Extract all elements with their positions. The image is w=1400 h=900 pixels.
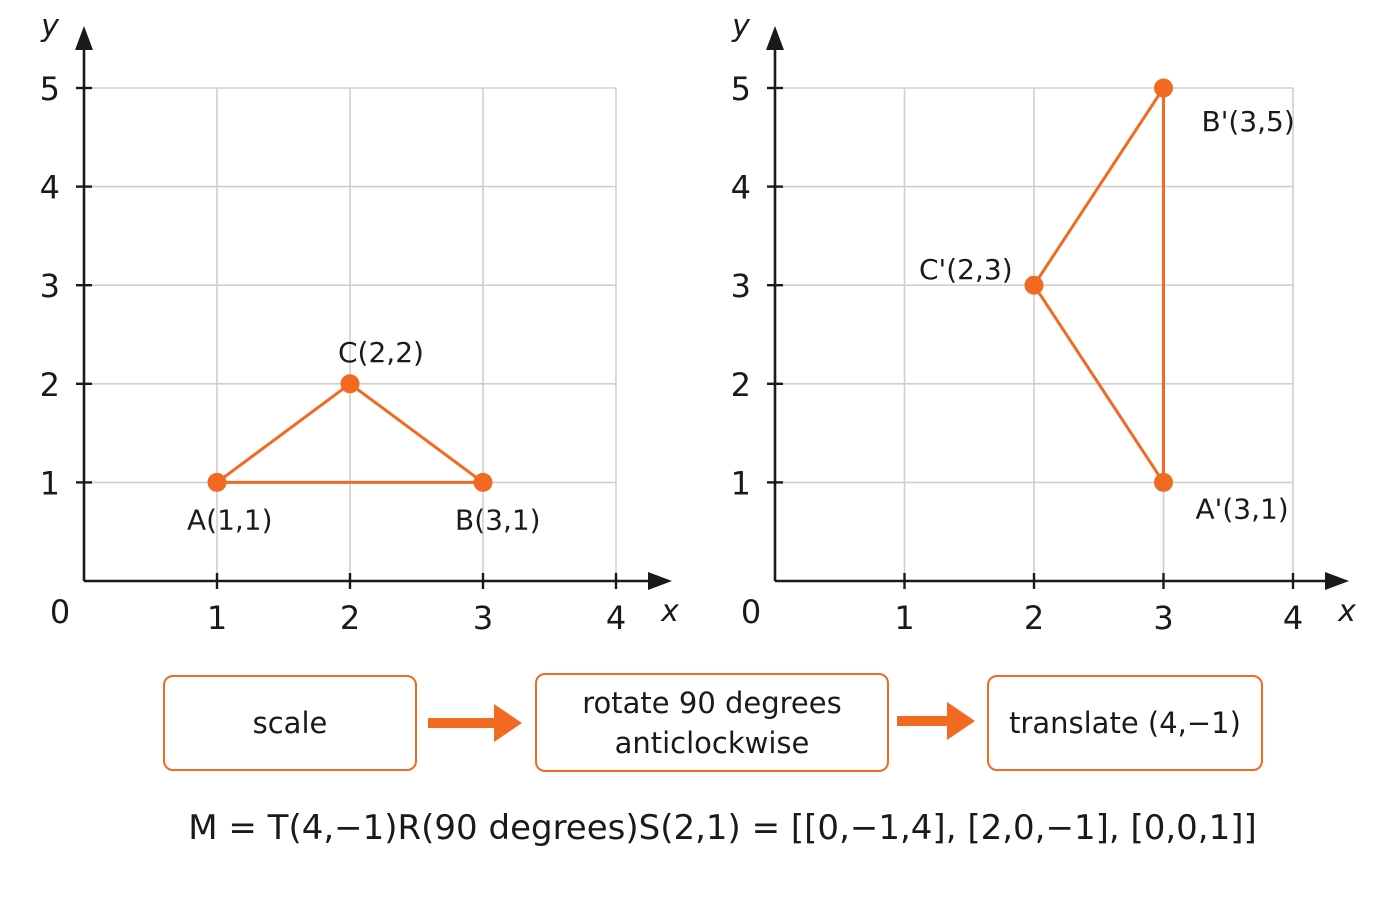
x-tick-label: 1 [894,599,914,637]
x-tick-label: 3 [473,599,493,637]
x-axis-arrow-icon [1325,572,1349,590]
y-tick-label: 4 [731,169,751,207]
x-tick-label: 2 [340,599,360,637]
translate-step-box: translate (4,−1) [987,675,1263,771]
x-axis-arrow-icon [648,572,672,590]
triangle [215,382,485,484]
x-axis-label: x [660,594,679,629]
y-tick-label: 1 [40,464,60,502]
right-arrow-icon [428,704,522,742]
y-axis-arrow-icon [75,26,93,50]
scale-step-box: scale [163,675,417,771]
original-triangle-plot: 1 2 3 4 1 2 3 4 5 0 x y A(1,1) B(3,1) C(2,2) [40,9,679,637]
vertex-point [1154,78,1173,98]
vertex-label: C(2,2) [338,336,424,369]
origin-label: 0 [50,593,70,631]
x-tick-label: 2 [1024,599,1044,637]
vertex-point [1154,472,1173,492]
vertex-point [473,472,493,492]
transformed-triangle-plot: 1 2 3 4 1 2 3 4 5 0 x y A'(3,1) B'(3,5) C'(2,3) [731,9,1356,637]
y-tick-label: 1 [731,464,751,502]
vertex-label: C'(2,3) [919,253,1013,286]
y-tick-label: 2 [40,366,60,404]
vertex-label: A(1,1) [187,503,273,536]
x-axis-label: x [1337,594,1356,629]
y-tick-label: 3 [40,267,60,305]
vertex-label: A'(3,1) [1196,492,1289,525]
x-tick-label: 3 [1153,599,1173,637]
y-tick-label: 4 [40,169,60,207]
transformation-matrix-formula: M = T(4,−1)R(90 degrees)S(2,1) = [[0,−1,… [188,808,1257,848]
step-label-line-1: rotate 90 degrees [582,685,842,720]
step-label-line-2: anticlockwise [614,725,810,760]
vertex-point [340,374,360,394]
y-tick-label: 5 [731,70,751,108]
step-label: translate (4,−1) [1009,706,1241,740]
y-tick-label: 2 [731,366,751,404]
y-axis-label: y [731,9,751,44]
vertex-label: B'(3,5) [1202,105,1295,138]
y-tick-label: 3 [731,267,751,305]
x-tick-label: 4 [606,599,626,637]
origin-label: 0 [741,593,761,631]
vertex-label: B(3,1) [455,503,541,536]
y-tick-label: 5 [40,70,60,108]
y-axis-arrow-icon [766,26,784,50]
x-tick-label: 1 [207,599,227,637]
step-label: scale [252,706,328,740]
y-axis-label: y [40,9,60,44]
rotate-step-box: rotate 90 degrees anticlockwise [535,673,889,772]
x-tick-label: 4 [1283,599,1303,637]
vertex-point [207,472,227,492]
triangle [1032,86,1165,484]
right-arrow-icon [897,702,975,740]
vertex-point [1024,275,1044,295]
